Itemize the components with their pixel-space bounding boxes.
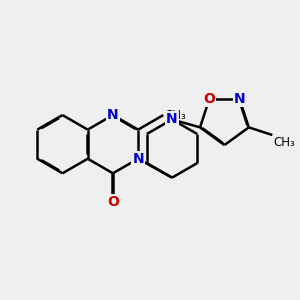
Text: CH₃: CH₃	[274, 136, 296, 149]
Text: N: N	[107, 108, 119, 122]
Text: CH₃: CH₃	[165, 109, 187, 122]
Text: N: N	[166, 112, 178, 126]
Text: O: O	[203, 92, 215, 106]
Text: N: N	[132, 152, 144, 166]
Text: O: O	[107, 195, 119, 209]
Text: N: N	[234, 92, 245, 106]
